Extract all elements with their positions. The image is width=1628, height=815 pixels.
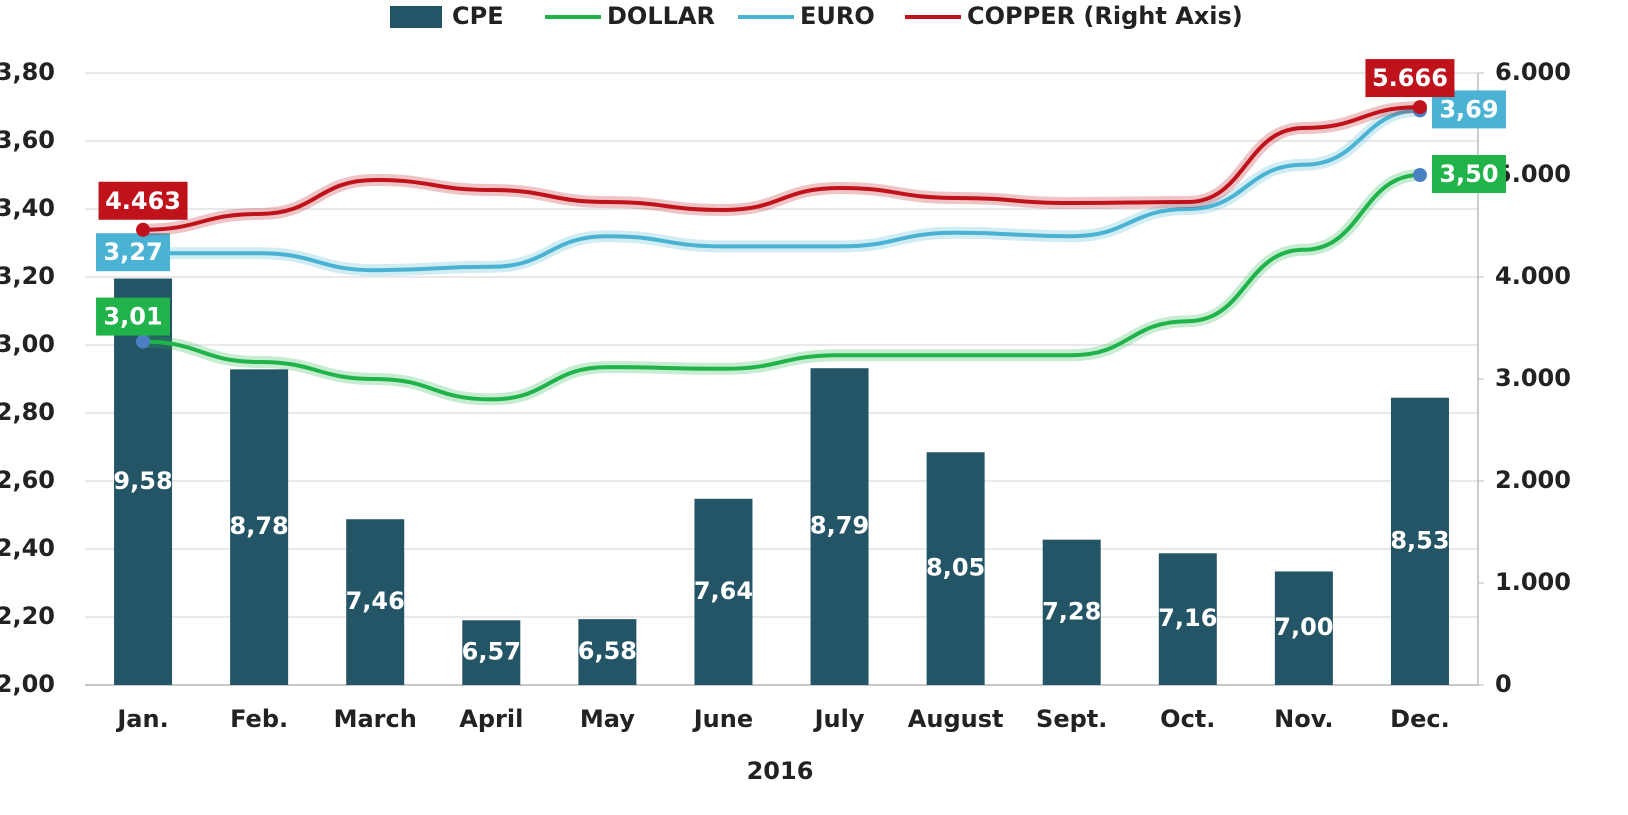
legend-swatch bbox=[390, 6, 442, 28]
data-label: 3,01 bbox=[103, 303, 162, 331]
bar-value-label: 9,58 bbox=[113, 467, 172, 495]
bar bbox=[1042, 539, 1101, 685]
x-tick-label: March bbox=[334, 705, 417, 733]
x-tick-label: Nov. bbox=[1274, 705, 1333, 733]
x-tick-label: Sept. bbox=[1036, 705, 1107, 733]
bar-value-label: 8,05 bbox=[926, 554, 985, 582]
y-tick-label: 2,20 bbox=[0, 602, 55, 630]
bar-value-label: 8,53 bbox=[1390, 526, 1449, 554]
bar bbox=[230, 369, 289, 685]
data-label-box bbox=[98, 181, 188, 220]
x-tick-label: Jan. bbox=[115, 705, 168, 733]
line-point bbox=[1412, 100, 1427, 115]
bar-value-label: 7,16 bbox=[1158, 604, 1217, 632]
bar-value-label: 6,57 bbox=[462, 638, 521, 666]
bar-value-label: 7,00 bbox=[1274, 613, 1333, 641]
bar bbox=[1158, 553, 1217, 685]
x-axis-label: 2016 bbox=[747, 757, 814, 785]
line bbox=[143, 108, 1420, 273]
y2-tick-label: 1.000 bbox=[1495, 568, 1571, 596]
legend-label: COPPER (Right Axis) bbox=[967, 2, 1243, 30]
x-tick-label: Dec. bbox=[1390, 705, 1450, 733]
bar bbox=[346, 519, 405, 685]
bar bbox=[694, 498, 753, 685]
data-label-box bbox=[96, 233, 171, 272]
bar bbox=[462, 620, 521, 685]
y-tick-label: 2,40 bbox=[0, 534, 55, 562]
data-label-box bbox=[96, 297, 171, 336]
data-label-box bbox=[1431, 155, 1506, 193]
bar-value-label: 7,28 bbox=[1042, 597, 1101, 625]
bar bbox=[926, 452, 985, 685]
bar bbox=[1390, 397, 1449, 685]
y-tick-label: 3,80 bbox=[0, 58, 55, 86]
y-tick-label: 2,80 bbox=[0, 398, 55, 426]
y-tick-label: 3,60 bbox=[0, 126, 55, 154]
bar bbox=[578, 619, 637, 685]
legend-label: EURO bbox=[800, 2, 875, 30]
line-glow bbox=[143, 101, 1420, 236]
bar bbox=[810, 368, 869, 685]
y2-tick-label: 4.000 bbox=[1495, 262, 1571, 290]
line-point bbox=[136, 334, 151, 349]
y-tick-label: 3,00 bbox=[0, 330, 55, 358]
legend-label: DOLLAR bbox=[607, 2, 715, 30]
x-tick-label: August bbox=[908, 705, 1004, 733]
bar-value-label: 7,46 bbox=[346, 587, 405, 615]
data-label: 4.463 bbox=[105, 187, 181, 215]
bar-value-label: 8,79 bbox=[810, 512, 869, 540]
y2-tick-label: 3.000 bbox=[1495, 364, 1571, 392]
bar-value-label: 6,58 bbox=[578, 637, 637, 665]
y-tick-label: 2,60 bbox=[0, 466, 55, 494]
x-tick-label: Feb. bbox=[230, 705, 288, 733]
x-tick-label: July bbox=[813, 705, 865, 733]
y-tick-label: 3,40 bbox=[0, 194, 55, 222]
y2-tick-label: 5.000 bbox=[1495, 160, 1571, 188]
data-label: 3,27 bbox=[103, 238, 162, 266]
y-tick-label: 2,00 bbox=[0, 670, 55, 698]
line-point bbox=[1412, 168, 1427, 182]
legend-label: CPE bbox=[452, 2, 504, 30]
x-tick-label: April bbox=[459, 705, 523, 733]
data-label: 5.666 bbox=[1372, 64, 1448, 92]
data-label-box bbox=[1365, 59, 1455, 98]
bar-value-label: 7,64 bbox=[694, 577, 753, 605]
y2-tick-label: 0 bbox=[1495, 670, 1512, 698]
x-tick-label: May bbox=[580, 705, 635, 733]
bar bbox=[1274, 571, 1333, 685]
x-tick-label: June bbox=[692, 705, 753, 733]
x-tick-label: Oct. bbox=[1160, 705, 1215, 733]
data-label: 3,69 bbox=[1439, 95, 1498, 123]
line-point bbox=[136, 222, 151, 237]
line bbox=[143, 105, 1420, 232]
bar-value-label: 8,78 bbox=[230, 512, 289, 540]
y2-tick-label: 6.000 bbox=[1495, 58, 1571, 86]
line bbox=[143, 173, 1420, 402]
y2-tick-label: 2.000 bbox=[1495, 466, 1571, 494]
y-tick-label: 3,20 bbox=[0, 262, 55, 290]
data-label: 3,50 bbox=[1439, 160, 1498, 188]
